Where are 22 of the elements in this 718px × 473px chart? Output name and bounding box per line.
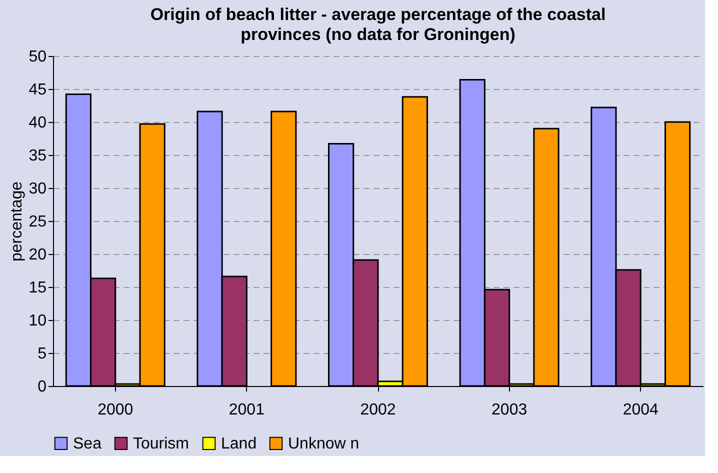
x-tick-label: 2003 <box>492 402 528 418</box>
y-tick-label: 40 <box>28 114 47 132</box>
y-tick-label: 25 <box>28 214 47 230</box>
x-tick-label: 2000 <box>98 402 134 418</box>
y-tick-label: 5 <box>38 346 47 362</box>
y-tick-label: 30 <box>28 180 47 198</box>
y-tick-label: 20 <box>28 246 47 264</box>
legend-label: Tourism <box>133 435 190 452</box>
y-tick-label: 15 <box>28 280 47 296</box>
y-tick-label: 35 <box>28 148 47 164</box>
y-tick-label: 45 <box>28 82 47 98</box>
y-axis-title: percentage <box>8 181 26 262</box>
legend-label: Land <box>221 435 257 452</box>
legend-label: Sea <box>73 435 102 452</box>
x-tick-label: 2002 <box>360 402 396 418</box>
y-tick-label: 0 <box>38 378 47 396</box>
x-tick-label: 2001 <box>228 402 265 418</box>
y-tick-label: 50 <box>28 48 47 66</box>
x-tick-label: 2004 <box>622 402 659 418</box>
y-tick-label: 10 <box>28 312 47 330</box>
legend-label: Unknow n <box>288 435 360 452</box>
chart-title: Origin of beach litter - average percentage of the coastal provinces (no data for Groningen) <box>150 5 606 44</box>
